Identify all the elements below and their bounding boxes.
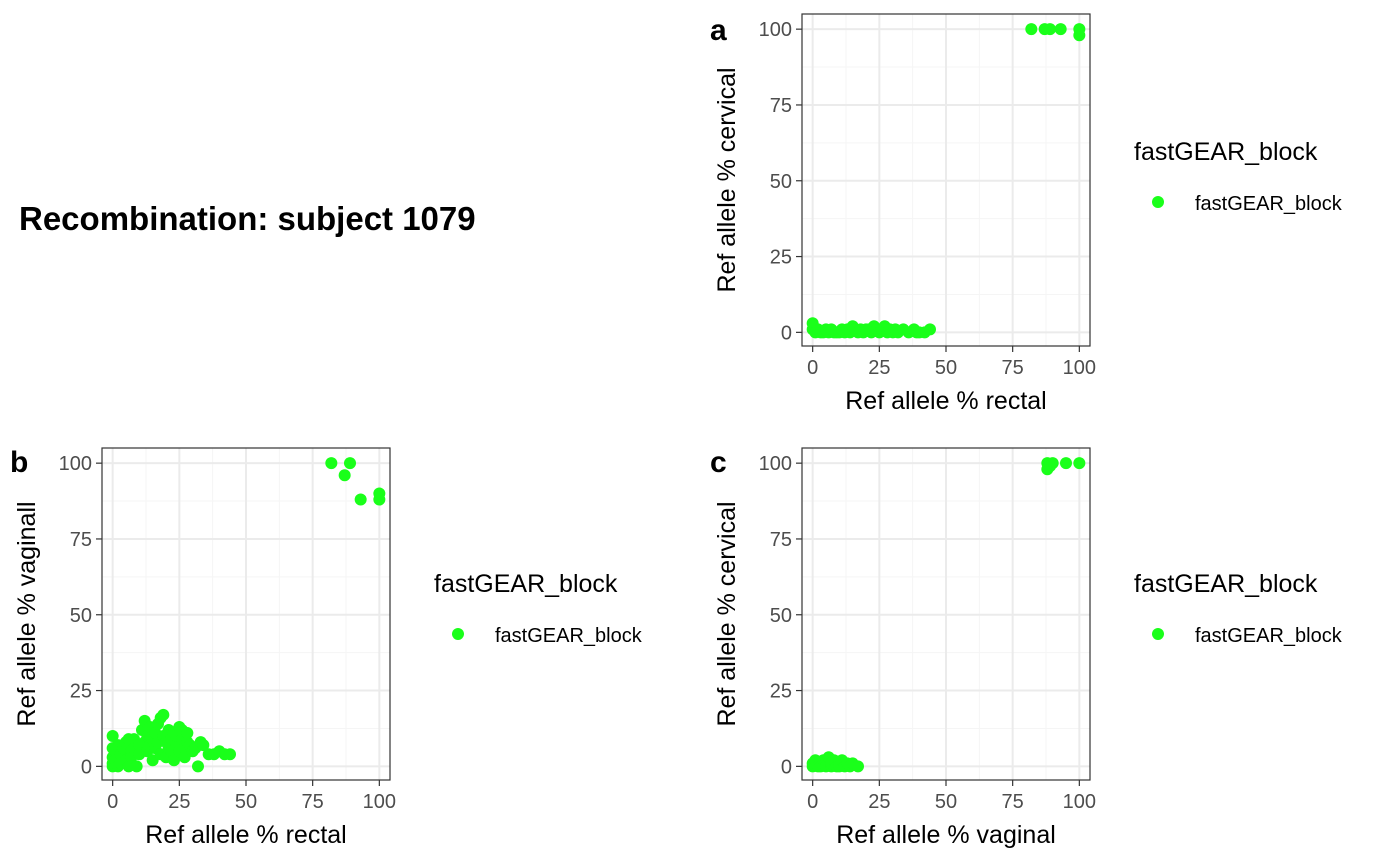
data-point [344, 457, 356, 470]
x-tick-label: 100 [1063, 791, 1096, 813]
data-point [1073, 29, 1086, 42]
data-point [192, 760, 204, 773]
y-tick-label: 100 [59, 453, 92, 475]
legend-title: fastGEAR_block [434, 570, 618, 598]
x-tick-label: 0 [807, 357, 818, 379]
y-tick-label: 50 [70, 605, 92, 627]
legend: fastGEAR_block fastGEAR_block [1134, 138, 1343, 215]
panel-b: 0 25 50 75 100 0 25 50 75 100 Ref allele % rectal R… [10, 446, 643, 849]
x-tick-label: 50 [935, 791, 957, 813]
data-point [181, 727, 194, 740]
data-point [1025, 23, 1038, 36]
x-axis-title: Ref allele % vaginal [836, 821, 1056, 849]
x-tick-label: 50 [935, 357, 957, 379]
y-tick-label: 0 [781, 322, 792, 344]
x-tick-label: 75 [1002, 357, 1024, 379]
y-tick-label: 75 [770, 95, 792, 117]
data-point [924, 323, 936, 336]
data-point [1060, 457, 1072, 470]
legend-label: fastGEAR_block [495, 625, 643, 647]
data-point [354, 493, 367, 506]
y-tick-label: 25 [770, 681, 792, 703]
data-point [224, 748, 236, 761]
y-axis-title: Ref allele % cervical [713, 501, 741, 726]
legend: fastGEAR_block fastGEAR_block [1134, 570, 1343, 647]
panel-tag: a [710, 14, 727, 47]
data-point [325, 457, 338, 470]
y-tick-label: 75 [770, 529, 792, 551]
data-point [338, 469, 351, 482]
x-tick-label: 25 [868, 357, 890, 379]
legend-title: fastGEAR_block [1134, 570, 1318, 598]
legend-label: fastGEAR_block [1195, 625, 1343, 647]
x-tick-label: 0 [807, 791, 818, 813]
y-tick-label: 25 [770, 247, 792, 269]
x-tick-label: 25 [868, 791, 890, 813]
legend-key [452, 628, 464, 640]
legend: fastGEAR_block fastGEAR_block [434, 570, 643, 647]
data-point [157, 708, 170, 721]
data-point [168, 754, 180, 767]
y-tick-label: 50 [770, 605, 792, 627]
data-point [852, 760, 864, 773]
panel-c: 0 25 50 75 100 0 25 50 75 100 Ref allele % vaginal… [710, 446, 1343, 849]
data-point [1073, 457, 1086, 470]
y-tick-label: 50 [770, 171, 792, 193]
legend-label: fastGEAR_block [1195, 193, 1343, 215]
y-tick-label: 0 [781, 756, 792, 778]
x-axis-title: Ref allele % rectal [145, 821, 346, 849]
x-tick-label: 100 [1063, 357, 1096, 379]
panel-tag: c [710, 446, 727, 479]
x-tick-label: 25 [168, 791, 190, 813]
data-point [197, 739, 210, 752]
data-point [373, 493, 386, 506]
y-tick-label: 100 [759, 19, 792, 41]
data-point [130, 760, 143, 773]
x-tick-label: 0 [107, 791, 118, 813]
main-title: Recombination: subject 1079 [19, 200, 476, 237]
panel-a: 0 25 50 75 100 0 25 50 75 100 Ref allele % rectal R… [710, 13, 1343, 415]
y-axis-title: Ref allele % vaginall [13, 501, 41, 726]
y-tick-label: 0 [81, 756, 92, 778]
x-tick-label: 50 [235, 791, 257, 813]
y-axis-title: Ref allele % cervical [713, 67, 741, 292]
y-tick-label: 75 [70, 529, 92, 551]
y-tick-label: 25 [70, 681, 92, 703]
x-tick-label: 75 [1002, 791, 1024, 813]
y-tick-label: 100 [759, 453, 792, 475]
x-tick-label: 75 [302, 791, 324, 813]
data-point [1046, 457, 1059, 470]
data-point [106, 730, 119, 743]
legend-title: fastGEAR_block [1134, 138, 1318, 166]
legend-key [1152, 196, 1164, 208]
x-axis-title: Ref allele % rectal [845, 387, 1046, 415]
panels: 0 25 50 75 100 0 25 50 75 100 Ref allele % rectal R… [10, 13, 1343, 849]
data-point [1054, 23, 1067, 36]
legend-key [1152, 628, 1164, 640]
data-point [1044, 23, 1056, 36]
panel-tag: b [10, 446, 28, 479]
x-tick-label: 100 [363, 791, 396, 813]
